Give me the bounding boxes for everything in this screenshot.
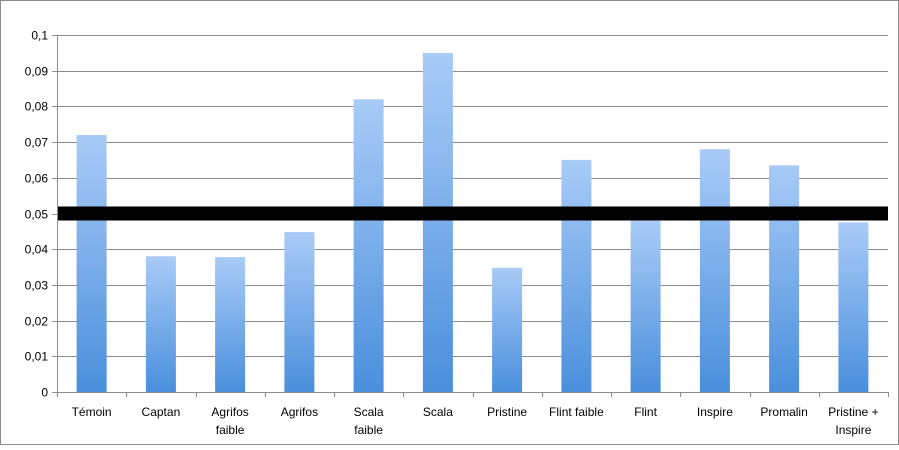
- bar: [76, 135, 107, 392]
- y-tick-label: 0,03: [25, 279, 49, 293]
- y-tick-label: 0,08: [25, 100, 49, 114]
- y-tick-label: 0,02: [25, 315, 49, 329]
- bar: [145, 256, 176, 392]
- bar: [492, 267, 523, 392]
- x-category-label: Agrifos: [281, 405, 318, 419]
- y-tick-label: 0,07: [25, 136, 49, 150]
- x-category-label: Inspire: [697, 405, 733, 419]
- x-category-label: Promalin: [760, 405, 807, 419]
- bar: [838, 222, 869, 392]
- threshold-line-group: [57, 206, 888, 221]
- bar: [769, 165, 800, 392]
- x-category-label: Agrifos faible: [211, 405, 248, 437]
- bar: [422, 52, 453, 393]
- y-tick-label: 0,01: [25, 350, 49, 364]
- bar: [215, 257, 246, 392]
- y-tick-label: 0,1: [31, 29, 48, 43]
- y-tick-label: 0,06: [25, 172, 49, 186]
- x-category-label: Pristine: [487, 405, 527, 419]
- threshold-line: [57, 206, 888, 221]
- x-category-label: Pristine + Inspire: [828, 405, 878, 437]
- bar: [284, 232, 315, 392]
- y-axis-tick-labels: 0 0,01 0,02 0,03 0,04 0,05 0,06 0,07 0,08 0,09 0,1: [25, 29, 49, 400]
- bars: [76, 52, 869, 393]
- x-category-label: Témoin: [72, 405, 112, 419]
- x-category-label: Scala faible: [354, 405, 384, 437]
- y-tick-label: 0,04: [25, 243, 49, 257]
- x-axis-category-labels: Témoin Captan Agrifos faible Agrifos Scala fai…: [72, 405, 879, 437]
- bar: [699, 149, 730, 392]
- x-category-label: Scala: [423, 405, 453, 419]
- x-category-label: Flint faible: [549, 405, 604, 419]
- y-tick-label: 0: [41, 386, 48, 400]
- bar: [561, 159, 592, 392]
- bar: [630, 220, 661, 392]
- x-category-label: Flint: [634, 405, 657, 419]
- y-tick-label: 0,09: [25, 65, 49, 79]
- x-category-label: Captan: [142, 405, 181, 419]
- axes: [57, 35, 889, 397]
- bar: [353, 99, 384, 393]
- y-tick-label: 0,05: [25, 208, 49, 222]
